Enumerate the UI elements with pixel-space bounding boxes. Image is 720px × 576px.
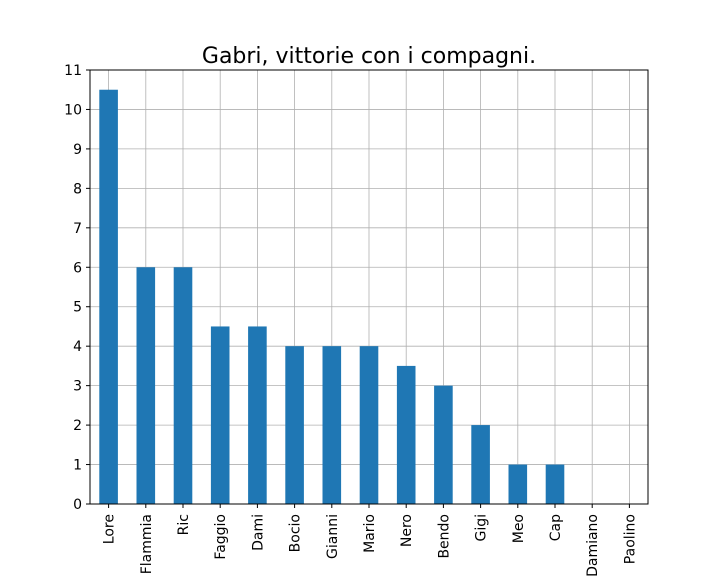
x-tick-label: Ric	[176, 514, 192, 535]
bar-cap	[545, 464, 565, 504]
x-tick-label: Gigi	[474, 514, 490, 542]
x-tick-label: Lore	[102, 514, 118, 544]
x-tick-labels: Lore Flammia Ric Faggio Dami Bocio Gianni Mario…	[102, 504, 638, 576]
bar-nero	[396, 365, 416, 504]
y-tick-label: 8	[73, 181, 82, 197]
y-tick-labels: 0 1 2 3 4 5 6 7 8 9 10 11	[64, 63, 90, 513]
y-tick-label: 10	[64, 102, 82, 118]
bar-gigi	[471, 425, 490, 504]
y-tick-label: 9	[73, 142, 82, 158]
x-tick-label: Paolino	[622, 514, 638, 564]
y-tick-label: 11	[64, 63, 82, 79]
x-tick-label: Flammia	[139, 514, 155, 574]
y-tick-label: 5	[73, 300, 82, 316]
x-tick-label: Damiano	[585, 514, 601, 576]
y-tick-label: 0	[73, 497, 82, 513]
y-tick-label: 2	[73, 418, 82, 434]
bar-faggio	[210, 326, 230, 504]
x-tick-label: Meo	[511, 514, 527, 543]
bar-ric	[173, 267, 193, 504]
x-tick-label: Bendo	[436, 514, 452, 559]
y-tick-label: 3	[73, 379, 82, 395]
bar-lore	[99, 89, 118, 505]
x-tick-label: Cap	[548, 514, 564, 541]
y-tick-label: 6	[73, 260, 82, 276]
bar-flammia	[136, 267, 156, 504]
y-tick-label: 4	[73, 339, 82, 355]
chart-title: Gabri, vittorie con i compagni.	[202, 44, 536, 69]
y-tick-label: 7	[73, 221, 82, 237]
x-tick-label: Gianni	[325, 514, 341, 559]
bar-dami	[248, 326, 267, 504]
bar-bendo	[434, 385, 453, 504]
x-tick-label: Dami	[250, 514, 266, 551]
y-tick-label: 1	[73, 458, 82, 474]
bar-gianni	[322, 346, 342, 504]
x-tick-label: Mario	[362, 514, 378, 553]
bar-bocio	[285, 346, 304, 504]
x-tick-label: Bocio	[288, 514, 304, 552]
x-tick-label: Faggio	[213, 514, 229, 560]
bar-mario	[359, 346, 379, 504]
bars	[99, 89, 565, 505]
bar-meo	[508, 464, 528, 504]
x-tick-label: Nero	[399, 514, 415, 547]
